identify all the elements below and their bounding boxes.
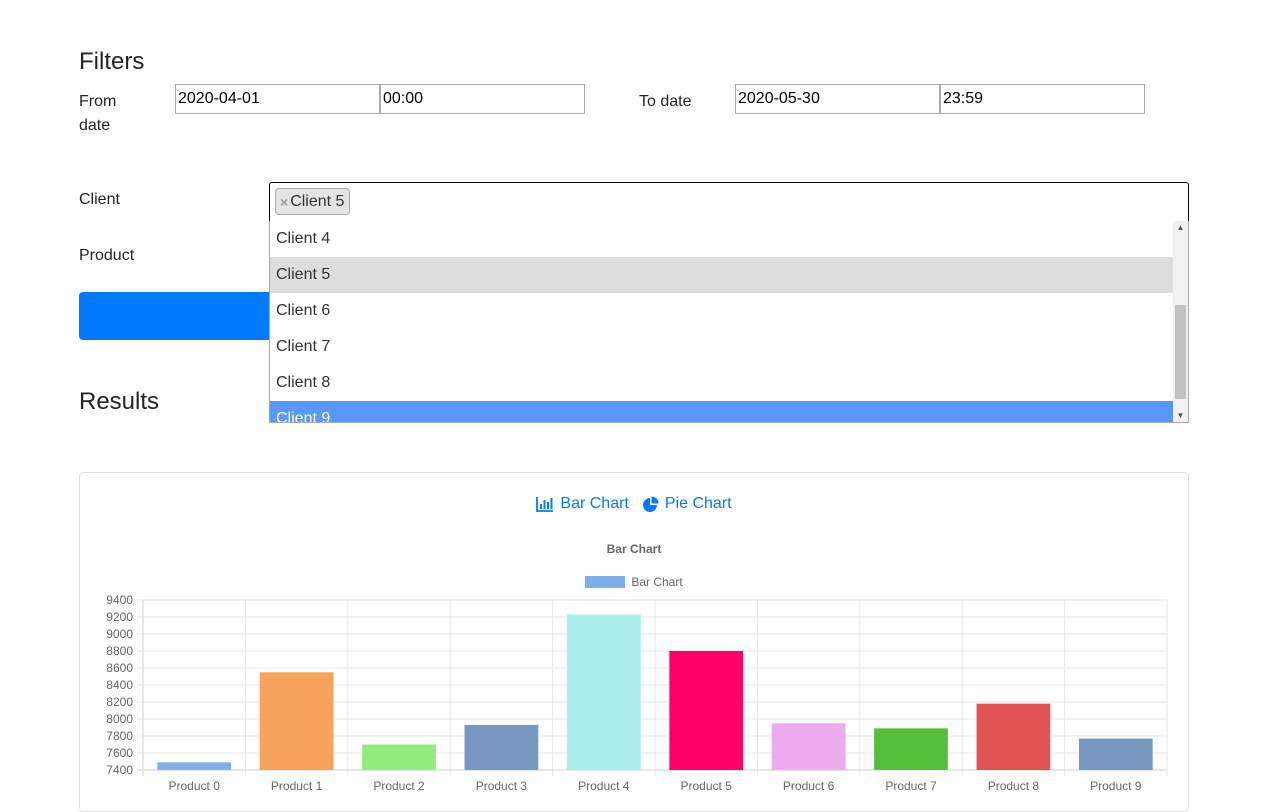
to-time-input[interactable]: 23:59 xyxy=(940,84,1145,114)
bar xyxy=(874,728,948,770)
bar xyxy=(259,672,334,770)
client-dropdown[interactable]: Client 4 Client 5 Client 6 Client 7 Clie… xyxy=(269,221,1189,423)
bar xyxy=(362,744,436,770)
to-date-label: To date xyxy=(639,93,692,110)
scroll-down-icon[interactable]: ▼ xyxy=(1176,411,1185,420)
dropdown-option-highlighted[interactable]: Client 9 xyxy=(270,401,1173,422)
bar-chart: 7400 7600 7800 8000 8200 8400 8600 8800 9000 9200… xyxy=(106,593,1168,793)
dropdown-option[interactable]: Client 6 xyxy=(276,302,331,319)
from-date-input[interactable]: 2020-04-01 xyxy=(175,84,380,114)
legend-swatch xyxy=(585,576,626,588)
legend-label: Bar Chart xyxy=(631,575,683,589)
bar xyxy=(464,724,539,770)
x-tick-label: Product 1 xyxy=(271,779,323,793)
apply-filters-button[interactable] xyxy=(79,292,279,340)
y-tick-label: 7600 xyxy=(106,746,133,760)
x-tick-label: Product 4 xyxy=(578,779,630,793)
y-tick-label: 8400 xyxy=(106,678,133,692)
x-tick-label: Product 5 xyxy=(681,779,733,793)
x-tick-label: Product 2 xyxy=(373,779,425,793)
results-heading: Results xyxy=(79,388,160,415)
dropdown-option[interactable]: Client 4 xyxy=(276,230,331,247)
y-tick-label: 8200 xyxy=(106,695,133,709)
dropdown-option[interactable]: Client 7 xyxy=(276,338,331,355)
dropdown-scrollbar[interactable]: ▲ ▼ xyxy=(1173,221,1188,422)
chip-label: Client 5 xyxy=(290,192,345,210)
chart-legend[interactable]: Bar Chart xyxy=(80,575,1188,589)
from-date-label: From date xyxy=(79,93,117,134)
tab-pie-chart-label: Pie Chart xyxy=(664,495,732,512)
y-tick-label: 8000 xyxy=(106,712,133,726)
x-tick-label: Product 3 xyxy=(476,779,528,793)
x-tick-label: Product 7 xyxy=(885,779,937,793)
tab-pie-chart[interactable]: Pie Chart xyxy=(642,495,732,513)
x-tick-label: Product 0 xyxy=(169,779,221,793)
bar xyxy=(976,703,1051,770)
x-tick-label: Product 6 xyxy=(783,779,835,793)
x-tick-label: Product 9 xyxy=(1090,779,1142,793)
chart-tabs: Bar Chart Pie Chart xyxy=(80,495,1188,513)
x-tick-label: Product 8 xyxy=(988,779,1040,793)
bar xyxy=(669,651,744,770)
y-tick-label: 8600 xyxy=(106,661,133,675)
product-label: Product xyxy=(79,247,135,264)
bar xyxy=(1078,738,1153,770)
y-tick-label: 7800 xyxy=(106,729,133,743)
bar xyxy=(157,762,232,770)
y-tick-label: 9400 xyxy=(106,593,133,607)
bar xyxy=(771,723,846,770)
y-tick-label: 8800 xyxy=(106,644,133,658)
dropdown-option-selected[interactable]: Client 5 xyxy=(270,257,1173,293)
from-time-input[interactable]: 00:00 xyxy=(380,84,585,114)
to-date-input[interactable]: 2020-05-30 xyxy=(735,84,940,114)
client-select[interactable]: × Client 5 xyxy=(269,182,1189,222)
scrollbar-thumb[interactable] xyxy=(1175,305,1186,399)
y-tick-label: 7400 xyxy=(106,763,133,777)
scroll-up-icon[interactable]: ▲ xyxy=(1176,223,1185,232)
tab-bar-chart[interactable]: Bar Chart xyxy=(536,495,629,513)
dropdown-option[interactable]: Client 8 xyxy=(276,374,331,391)
y-tick-label: 9000 xyxy=(106,627,133,641)
tab-bar-chart-label: Bar Chart xyxy=(560,495,629,512)
pie-chart-icon xyxy=(642,496,659,512)
chip-remove-icon[interactable]: × xyxy=(280,193,289,210)
bar-chart-icon xyxy=(536,497,554,512)
client-chip: × Client 5 xyxy=(275,188,351,215)
results-card: Bar Chart Pie Chart Bar Chart Bar Chart … xyxy=(79,472,1189,812)
filters-heading: Filters xyxy=(79,48,145,75)
chart-title: Bar Chart xyxy=(606,542,662,556)
client-label: Client xyxy=(79,191,120,208)
bar xyxy=(566,614,641,770)
y-tick-label: 9200 xyxy=(106,610,133,624)
